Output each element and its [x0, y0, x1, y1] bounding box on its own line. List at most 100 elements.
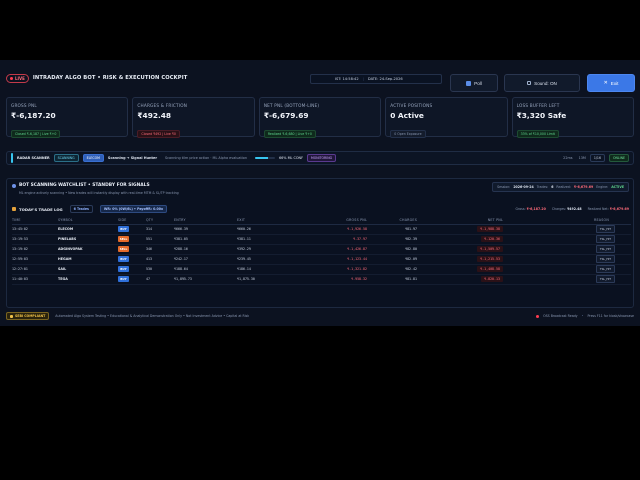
trade-symbol: PINELABS	[58, 234, 118, 245]
exit-button[interactable]: ✕ Exit	[587, 74, 635, 92]
trade-reason-cell: TSL_HIT	[507, 264, 631, 275]
card-label: CHARGES & FRICTION	[137, 103, 188, 108]
online-badge: ONLINE	[608, 154, 629, 162]
realized-label: Realized:	[556, 185, 571, 189]
kiosk-hint: Press F11 for kiosk/showcase	[587, 314, 634, 318]
table-header-row: TIME SYMBOL SIDE QTY ENTRY EXIT GROSS PN…	[12, 216, 631, 225]
live-badge: LIVE	[6, 73, 29, 83]
charges-total-label: Charges:	[551, 207, 567, 211]
card-sub-badge: Realized ₹-6,680 | Live ₹+0	[263, 130, 316, 138]
speaker-icon	[527, 81, 532, 85]
side-badge: BUY	[118, 226, 129, 232]
side-badge: BUY	[118, 256, 129, 262]
scanner-state-badge: SCANNING	[53, 154, 79, 162]
trade-net-cell: ₹-1,988.38	[421, 224, 507, 235]
col-entry: ENTRY	[174, 216, 237, 225]
scanner-symbol-badge[interactable]: ELECOM	[82, 154, 104, 162]
card-value: ₹-6,679.69	[263, 111, 309, 120]
sound-toggle-button[interactable]: Sound: ON	[504, 74, 580, 92]
sebi-label: SEBI COMPLIANT	[15, 314, 46, 318]
watchlist-panel: BOT SCANNING WATCHLIST • STANDBY FOR SIG…	[6, 178, 634, 308]
card-value: ₹492.48	[137, 111, 172, 120]
close-icon: ✕	[603, 79, 608, 86]
latency-stat: 22ms	[563, 156, 573, 160]
gross-pnl-card: GROSS PNL ₹-6,187.20 Closed ₹-6,187 | Li…	[6, 97, 129, 138]
card-sub-badge: 0 Open Exposure	[390, 130, 426, 138]
trade-time: 13:45:02	[12, 224, 58, 235]
trade-entry: ₹288.16	[174, 244, 237, 255]
trade-side-cell: BUY	[118, 264, 146, 275]
net-total-value: ₹-6,679.69	[609, 207, 629, 211]
poll-button[interactable]: Poll	[450, 74, 498, 92]
trade-gross: ₹-958.32	[311, 274, 371, 285]
session-label: Session:	[497, 185, 511, 189]
trade-net-cell: ₹-1,509.57	[421, 244, 507, 255]
trade-net-cell: ₹-120.36	[421, 234, 507, 245]
broadcast-dot-icon	[536, 314, 540, 318]
trade-side-cell: SELL	[118, 234, 146, 245]
table-row[interactable]: 12:59:03 HEGAM BUY 413 ₹242.17 ₹239.45 ₹-1,123…	[12, 254, 631, 265]
col-gross: GROSS PNL	[311, 216, 371, 225]
clock-display: IST: 14:58:42 | DATE: 24-Sep-2026	[310, 74, 442, 84]
trade-log-body: 13:45:02 ELECOM BUY 314 ₹666.39 ₹660.26 ₹-1,92…	[12, 224, 631, 285]
trade-charges: ₹81.97	[371, 224, 421, 235]
trade-time: 12:27:01	[12, 264, 58, 275]
trade-exit: ₹660.26	[237, 224, 311, 235]
table-row[interactable]: 13:19:02 ADGINVOPAK SELL 346 ₹288.16 ₹392.29 ₹…	[12, 244, 631, 255]
watchlist-title: BOT SCANNING WATCHLIST • STANDBY FOR SIG…	[19, 183, 150, 188]
trade-net: ₹-1,408.58	[477, 266, 503, 272]
trade-qty: 346	[146, 244, 174, 255]
trade-gross: ₹-1,426.87	[311, 244, 371, 255]
trade-log-title: TODAY'S TRADE LOG	[19, 206, 63, 212]
table-row[interactable]: 12:27:01 SAIL BUY 530 ₹188.64 ₹186.14 ₹-1,321.…	[12, 264, 631, 275]
trade-time: 13:19:02	[12, 244, 58, 255]
trade-side-cell: BUY	[118, 254, 146, 265]
card-sub-badge: Closed ₹492 | Live ₹0	[137, 130, 180, 138]
sound-button-label: Sound: ON	[534, 80, 557, 86]
col-exit: EXIT	[237, 216, 311, 225]
monitoring-badge: MONITORING	[307, 154, 337, 162]
trade-qty: 551	[146, 234, 174, 245]
charges-total-value: ₹492.48	[567, 207, 582, 211]
trade-log-table: TIME SYMBOL SIDE QTY ENTRY EXIT GROSS PN…	[12, 216, 631, 285]
cockpit-page: LIVE INTRADAY ALGO BOT • RISK & EXECUTIO…	[0, 60, 640, 326]
card-label: ACTIVE POSITIONS	[390, 103, 433, 108]
clock-separator: |	[362, 77, 364, 81]
table-row[interactable]: 11:40:03 TEGA BUY 47 ₹1,895.73 ₹1,875.30 ₹-958…	[12, 274, 631, 285]
gross-total-label: Gross:	[515, 207, 526, 211]
footer-bar: SEBI COMPLIANT Automated Algo System Tes…	[6, 310, 634, 322]
table-row[interactable]: 13:19:53 PINELABS SELL 551 ₹381.05 ₹381.11 ₹-3…	[12, 234, 631, 245]
uptime-stat: 13M	[578, 156, 586, 160]
trade-entry: ₹381.05	[174, 234, 237, 245]
session-summary: Session: 2026-09-24 Trades: 6 Realized: …	[492, 182, 629, 192]
trade-reason-cell: TSL_HIT	[507, 244, 631, 255]
ml-confidence-fill	[254, 157, 269, 159]
trade-time: 13:19:53	[12, 234, 58, 245]
reason-badge: TSL_HIT	[595, 245, 615, 253]
trade-net-cell: ₹-820.13	[421, 274, 507, 285]
trade-qty: 47	[146, 274, 174, 285]
trade-side-cell: SELL	[118, 244, 146, 255]
trade-exit: ₹186.14	[237, 264, 311, 275]
col-reason: REASON	[507, 216, 631, 225]
trade-reason-cell: TSL_HIT	[507, 254, 631, 265]
scanner-mode: Scanning ➔ Signal Hunter	[107, 156, 158, 160]
scanner-detail: Scanning tilm price action · ML Alpha ev…	[165, 156, 247, 160]
summary-cards: GROSS PNL ₹-6,187.20 Closed ₹-6,187 | Li…	[6, 97, 635, 138]
loss-buffer-card: LOSS BUFFER LEFT ₹3,320 Safe 33% of ₹10,…	[511, 97, 635, 138]
trade-reason-cell: TSL_HIT	[507, 224, 631, 235]
footer-separator: •	[581, 314, 584, 318]
table-row[interactable]: 13:45:02 ELECOM BUY 314 ₹666.39 ₹660.26 ₹-1,92…	[12, 224, 631, 235]
trade-gross: ₹-1,926.58	[311, 224, 371, 235]
trades-value: 6	[551, 185, 554, 189]
exit-button-label: Exit	[610, 80, 619, 86]
trade-net-cell: ₹-1,215.53	[421, 254, 507, 265]
scanner-label: RADAR SCANNER	[17, 156, 50, 160]
trade-exit: ₹381.11	[237, 234, 311, 245]
trade-gross: ₹-1,123.44	[311, 254, 371, 265]
ml-confidence-bar	[254, 157, 275, 159]
engine-label: Engine:	[596, 185, 609, 189]
trade-reason-cell: TSL_HIT	[507, 274, 631, 285]
trade-net: ₹-820.13	[481, 276, 503, 282]
trade-net: ₹-1,509.57	[477, 246, 503, 252]
